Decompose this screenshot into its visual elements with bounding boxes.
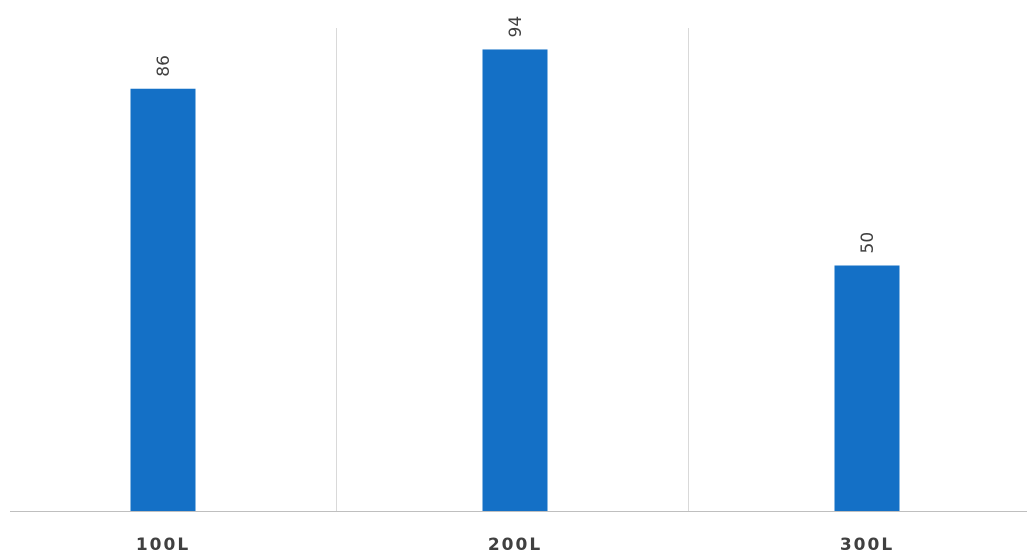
x-tick-label-300L: 300L	[840, 535, 894, 555]
bar-300L	[834, 265, 900, 511]
x-tick-label-100L: 100L	[136, 535, 190, 555]
data-label-300L: 50	[858, 232, 878, 254]
x-tick-label-200L: 200L	[488, 535, 542, 555]
bar-100L	[130, 88, 196, 512]
data-label-200L: 94	[506, 16, 526, 38]
data-label-100L: 86	[154, 55, 174, 77]
bar-200L	[482, 49, 548, 512]
